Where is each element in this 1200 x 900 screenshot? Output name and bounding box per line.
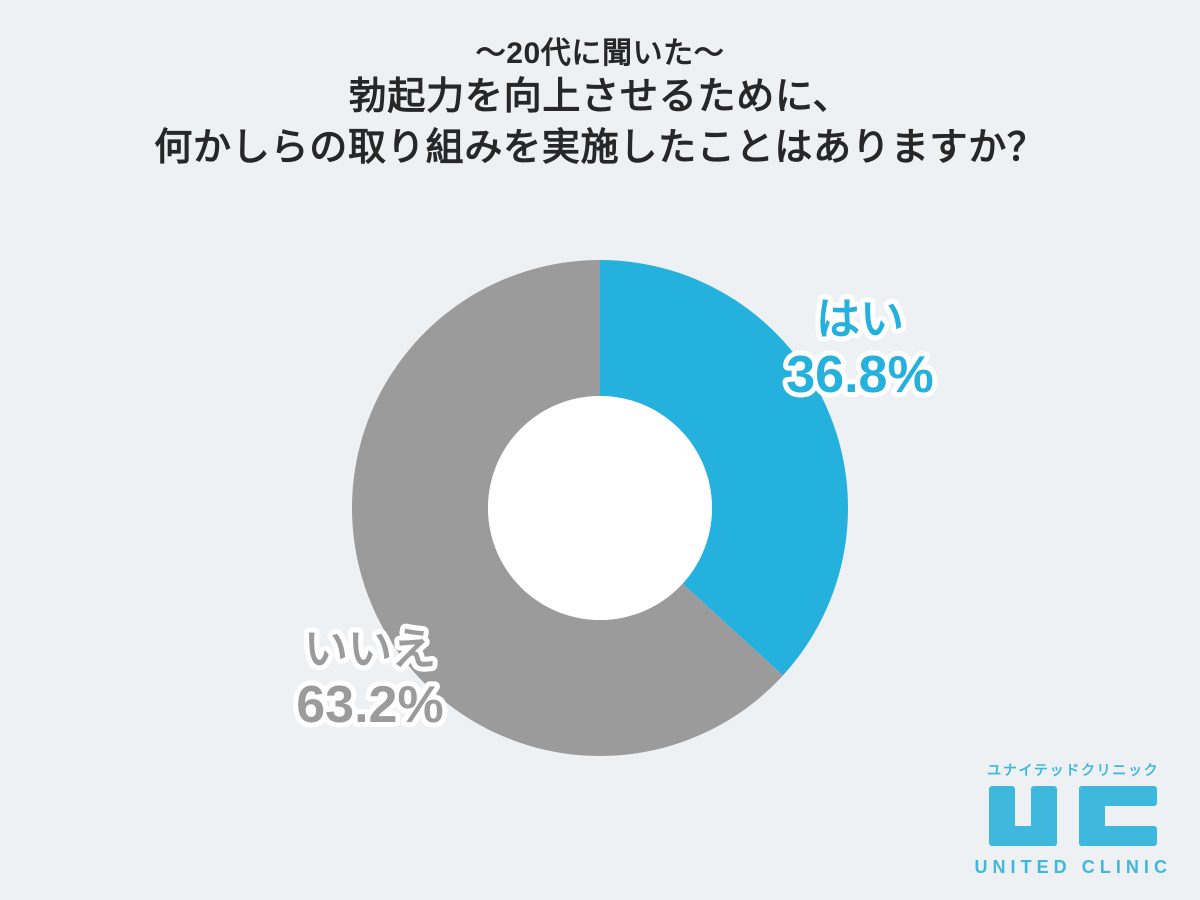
svg-text:いいえ: いいえ (304, 625, 436, 674)
slice-label-yes: はいはい36.8%36.8% (700, 290, 1020, 415)
infographic-canvas: 〜20代に聞いた〜 勃起力を向上させるために、 何かしらの取り組みを実施したこと… (0, 0, 1200, 900)
slice-label-yes-svg: はいはい36.8%36.8% (700, 290, 1020, 410)
slice-label-no-svg: いいえいいえ63.2%63.2% (210, 620, 530, 740)
svg-text:はい: はい (816, 295, 904, 344)
brand-mark-icon (983, 782, 1163, 850)
title-line-1: 勃起力を向上させるために、 (0, 72, 1200, 123)
title-line-2: 何かしらの取り組みを実施したことはありますか？ (0, 123, 1200, 174)
svg-text:36.8%: 36.8% (786, 346, 933, 404)
brand-en: UNITED CLINIC (974, 857, 1172, 878)
header: 〜20代に聞いた〜 勃起力を向上させるために、 何かしらの取り組みを実施したこと… (0, 28, 1200, 175)
brand-kana: ユナイテッドクリニック (974, 760, 1172, 780)
donut-center (488, 396, 712, 620)
brand-logo: ユナイテッドクリニック UNITED CLINIC (974, 760, 1172, 878)
slice-label-no: いいえいいえ63.2%63.2% (210, 620, 530, 745)
subtitle: 〜20代に聞いた〜 (0, 28, 1200, 72)
svg-text:63.2%: 63.2% (296, 676, 443, 734)
